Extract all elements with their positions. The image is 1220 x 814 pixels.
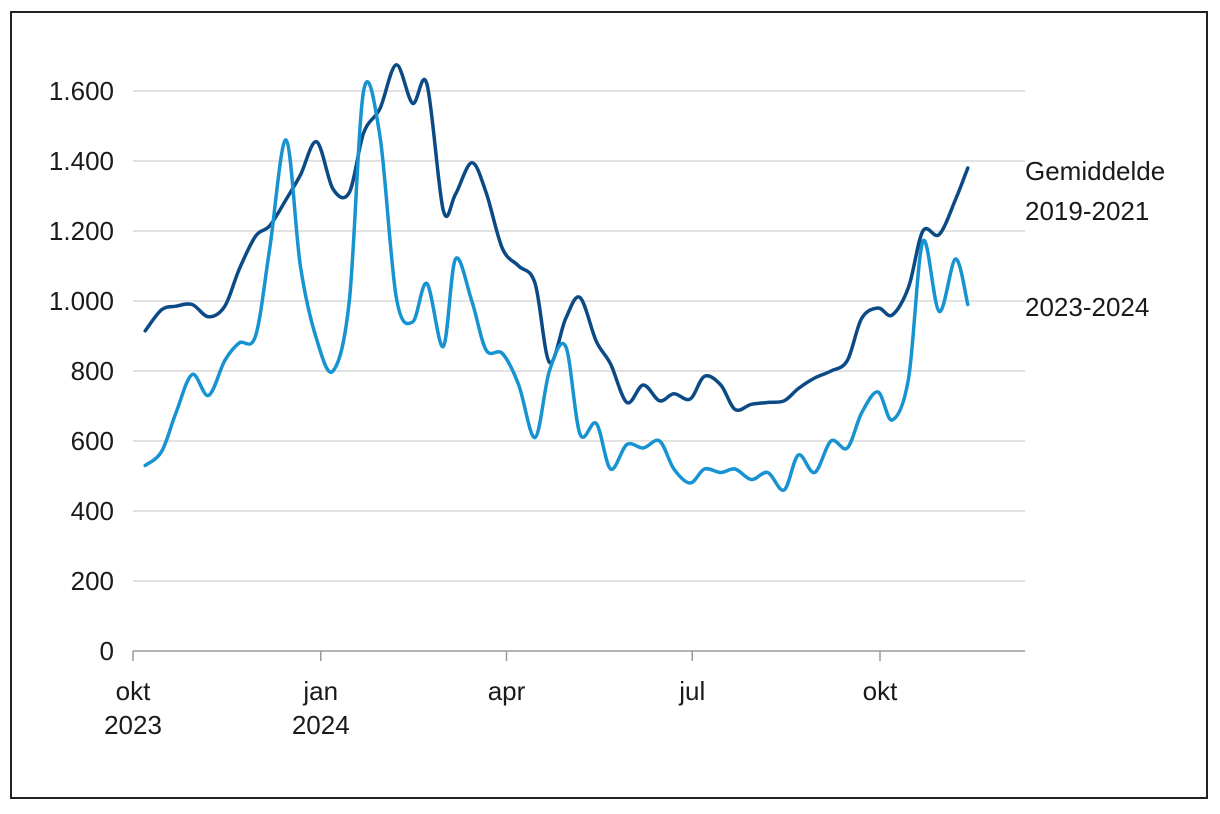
gridlines <box>133 90 1025 652</box>
y-tick-label: 1.000 <box>49 286 114 316</box>
y-tick-label: 1.400 <box>49 146 114 176</box>
series-line-average-2019-2021 <box>143 63 970 412</box>
legend-label-average: Gemiddelde <box>1025 156 1165 186</box>
x-tick-label: 2024 <box>292 710 350 740</box>
series-lines <box>143 63 970 492</box>
series-line-2023-2024 <box>143 80 970 492</box>
x-tick-label: okt <box>116 676 151 706</box>
chart-frame <box>10 11 1208 799</box>
y-tick-label: 200 <box>71 566 114 596</box>
y-tick-label: 600 <box>71 426 114 456</box>
x-tick-label: okt <box>863 676 898 706</box>
x-tick-label: jul <box>678 676 705 706</box>
legend-label-average: 2019-2021 <box>1025 196 1149 226</box>
y-tick-label: 1.200 <box>49 216 114 246</box>
legend-label-2023-2024: 2023-2024 <box>1025 292 1149 322</box>
y-tick-label: 1.600 <box>49 76 114 106</box>
x-axis: okt 2023 jan 2024 apr jul okt <box>104 651 898 740</box>
y-tick-label: 0 <box>100 636 114 666</box>
x-tick-label: 2023 <box>104 710 162 740</box>
y-tick-label: 800 <box>71 356 114 386</box>
x-tick-label: apr <box>488 676 526 706</box>
y-axis-ticks: 0 200 400 600 800 1.000 1.200 1.400 1.600 <box>49 76 114 666</box>
x-tick-label: jan <box>302 676 338 706</box>
legend: Gemiddelde 2019-2021 2023-2024 <box>1025 156 1165 322</box>
y-tick-label: 400 <box>71 496 114 526</box>
